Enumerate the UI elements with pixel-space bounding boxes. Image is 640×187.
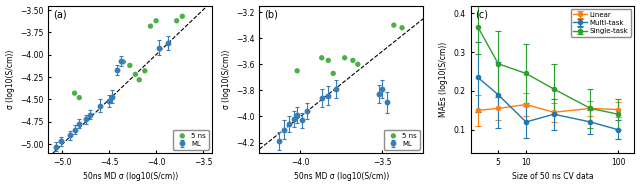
Y-axis label: σ (log10(S/cm)): σ (log10(S/cm))	[221, 50, 230, 109]
5 ns	[317, 56, 327, 59]
Legend: Linear, Multi-task, Single-task: Linear, Multi-task, Single-task	[571, 9, 631, 37]
5 ns	[131, 73, 141, 76]
Y-axis label: σ (log10(S/cm)): σ (log10(S/cm))	[6, 50, 15, 109]
Text: (b): (b)	[264, 10, 278, 20]
Legend: 5 ns, ML: 5 ns, ML	[173, 130, 209, 150]
5 ns	[397, 26, 407, 29]
5 ns	[388, 24, 399, 27]
5 ns	[353, 63, 363, 66]
5 ns	[125, 64, 135, 67]
5 ns	[74, 96, 84, 99]
5 ns	[323, 59, 333, 62]
Text: (a): (a)	[53, 10, 67, 20]
5 ns	[70, 92, 80, 95]
5 ns	[140, 69, 150, 72]
5 ns	[328, 72, 339, 75]
5 ns	[151, 19, 161, 22]
X-axis label: Size of 50 ns CV data: Size of 50 ns CV data	[511, 172, 593, 181]
X-axis label: 50ns MD σ (log10(S/cm)): 50ns MD σ (log10(S/cm))	[294, 172, 389, 181]
5 ns	[340, 56, 350, 59]
5 ns	[292, 69, 302, 72]
X-axis label: 50ns MD σ (log10(S/cm)): 50ns MD σ (log10(S/cm))	[83, 172, 178, 181]
5 ns	[118, 60, 129, 63]
Text: (c): (c)	[476, 10, 488, 20]
5 ns	[177, 15, 188, 18]
5 ns	[134, 78, 145, 81]
5 ns	[172, 19, 182, 22]
Legend: 5 ns, ML: 5 ns, ML	[383, 130, 420, 150]
5 ns	[145, 25, 156, 28]
5 ns	[348, 59, 358, 62]
Y-axis label: MAEs (log10(S/cm)): MAEs (log10(S/cm))	[439, 42, 448, 117]
